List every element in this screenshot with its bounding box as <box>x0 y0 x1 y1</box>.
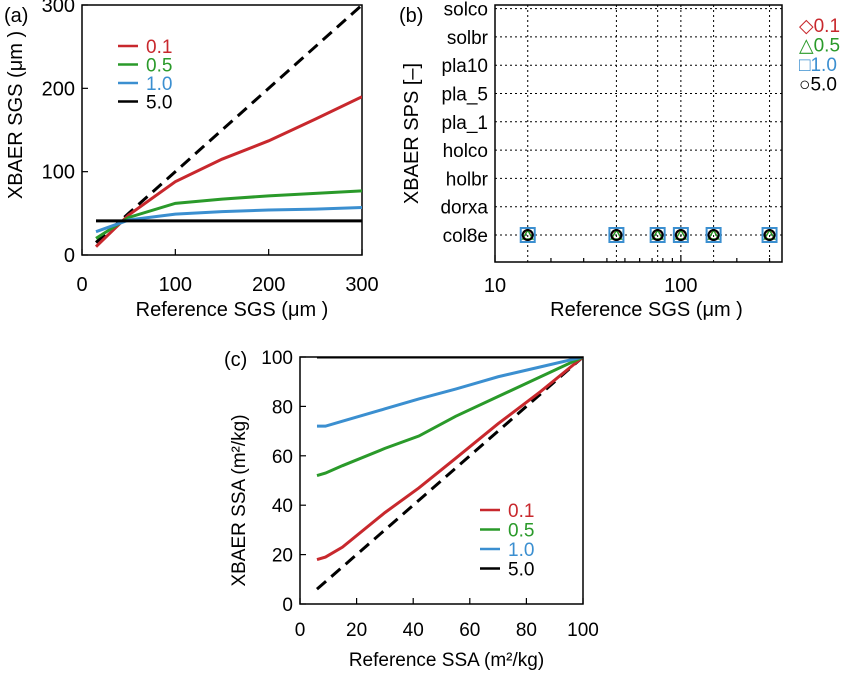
category-label: holco <box>443 141 488 162</box>
one-to-one-line <box>315 357 583 591</box>
x-tick-label: 80 <box>516 620 537 641</box>
one-to-one-line <box>95 5 362 244</box>
legend-label: 0.5 <box>508 521 534 542</box>
y-tick-label: 0 <box>282 595 293 616</box>
y-tick-label: 40 <box>272 496 293 517</box>
marker-square <box>519 227 536 243</box>
legend-label: 0.1 <box>508 501 534 522</box>
panel-label: (a) <box>4 5 28 27</box>
y-tick-label: 100 <box>42 162 75 184</box>
marker-square <box>761 227 778 243</box>
marker-square <box>608 227 625 243</box>
series-line-0.1 <box>316 357 583 561</box>
legend-label: ◇0.1 <box>799 16 840 37</box>
marker-circle <box>651 229 664 241</box>
x-tick-label: 40 <box>403 620 424 641</box>
marker-square <box>705 227 722 243</box>
category-label: pla_5 <box>442 85 489 106</box>
x-tick-label: 0 <box>76 274 87 296</box>
marker-circle <box>610 229 623 241</box>
y-axis-label: XBAER SPS [–] <box>401 63 423 204</box>
panel-c: (c) 0 20 40 60 80 100 0 20 40 60 80 100 Reference SSA… <box>224 348 599 671</box>
marker-circle <box>707 229 720 241</box>
category-label: pla_1 <box>442 113 489 134</box>
x-tick-label: 20 <box>346 620 367 641</box>
panel-a: (a) 0 100 200 300 0 100 200 300 Reference SGS (μm… <box>4 0 379 321</box>
series-line-0.5 <box>95 189 362 240</box>
y-tick-label: 200 <box>42 78 75 100</box>
legend-label: 1.0 <box>508 540 534 561</box>
legend-label: 1.0 <box>146 74 172 95</box>
category-label: solbr <box>447 28 489 49</box>
x-tick-label: 60 <box>459 620 480 641</box>
marker-square <box>649 227 666 243</box>
marker-circle <box>674 229 687 241</box>
legend-label: 5.0 <box>508 560 534 581</box>
series-line-0.1 <box>94 95 362 248</box>
category-label: dorxa <box>440 198 488 219</box>
x-tick-label: 0 <box>295 620 306 641</box>
y-tick-label: 0 <box>64 245 75 267</box>
y-tick-label: 100 <box>261 348 293 369</box>
legend-label: 0.5 <box>146 56 172 77</box>
panel-b: (b) col8e dorxa holbr holco pla_1 pla_5 pla10 so… <box>399 0 840 321</box>
category-label: holbr <box>446 169 489 190</box>
category-label: col8e <box>443 226 488 247</box>
legend-label: 0.1 <box>146 37 172 58</box>
y-tick-label: 80 <box>272 397 293 418</box>
legend-label: 5.0 <box>146 93 172 114</box>
category-label: solco <box>444 0 488 21</box>
x-axis-label: Reference SGS (μm ) <box>550 299 743 321</box>
y-tick-label: 60 <box>272 447 293 468</box>
marker-circle <box>763 229 776 241</box>
y-tick-label: 20 <box>272 546 293 567</box>
x-tick-label: 100 <box>159 274 192 296</box>
series-line-1.0 <box>316 357 583 428</box>
plot-frame <box>81 4 363 256</box>
x-tick-label: 300 <box>345 274 378 296</box>
panel-label: (b) <box>399 5 423 27</box>
x-axis-label: Reference SSA (m²/kg) <box>349 650 544 671</box>
category-label: pla10 <box>442 56 489 77</box>
legend-label: □1.0 <box>799 55 837 76</box>
marker-circle <box>521 229 534 241</box>
x-tick-label: 100 <box>664 275 697 297</box>
series-line-0.5 <box>316 357 583 478</box>
y-axis-label: XBAER SSA (m²/kg) <box>229 414 250 586</box>
marker-square <box>672 227 689 243</box>
legend-label: ○5.0 <box>799 75 837 96</box>
y-tick-label: 300 <box>42 0 75 17</box>
x-tick-label: 100 <box>567 620 599 641</box>
legend-label: △0.5 <box>799 36 840 57</box>
x-axis-label: Reference SGS (μm ) <box>136 299 329 321</box>
plot-frame <box>494 4 783 263</box>
x-tick-label: 10 <box>484 275 506 297</box>
panel-label: (c) <box>224 349 247 371</box>
x-tick-label: 200 <box>252 274 285 296</box>
y-axis-label: XBAER SGS (μm ) <box>5 31 27 199</box>
